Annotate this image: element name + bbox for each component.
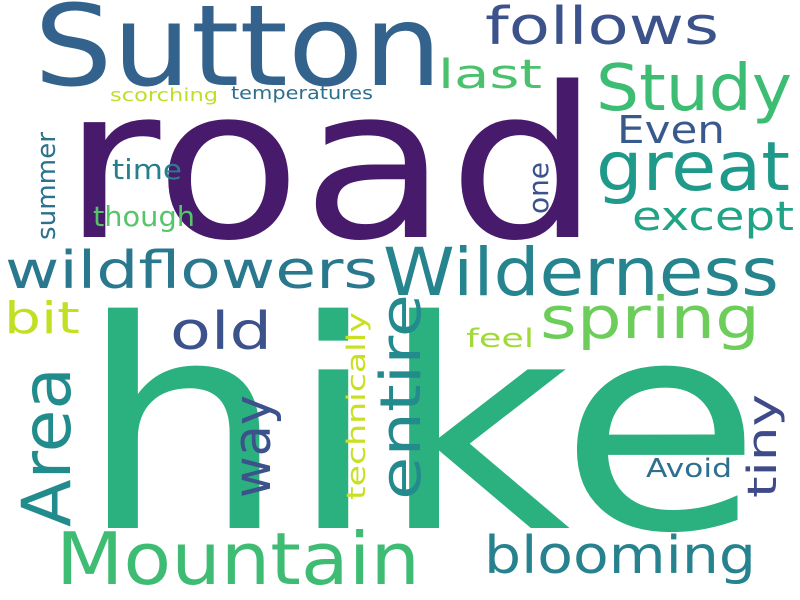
word-tiny: tiny [740,394,786,498]
word-old: old [170,302,272,362]
word-blooming: blooming [484,526,756,586]
word-technically: technically [342,312,372,500]
word-wildflowers: wildflowers [5,241,378,301]
word-spring: spring [540,284,760,352]
word-sutton: Sutton [34,0,442,112]
word-even: Even [617,108,725,152]
word-wilderness: Wilderness [383,234,779,311]
word-feel: feel [466,324,534,354]
word-area: Area [8,367,87,527]
word-one: one [522,162,555,214]
word-great: great [596,128,790,207]
word-mountain: Mountain [56,517,420,600]
word-follows: follows [485,0,719,57]
word-summer: summer [32,132,62,240]
word-scorching: scorching [110,85,218,106]
word-temperatures: temperatures [231,83,373,104]
word-avoid: Avoid [646,454,732,484]
word-last: last [438,52,542,98]
word-bit: bit [4,293,80,344]
word-though: though [93,200,195,233]
word-way: way [223,395,283,498]
word-road: road [62,42,600,287]
word-time: time [112,153,182,186]
word-entire: entire [369,294,434,500]
word-except: except [632,194,794,240]
word-study: Study [596,52,792,126]
word-hike: hike [78,260,762,597]
